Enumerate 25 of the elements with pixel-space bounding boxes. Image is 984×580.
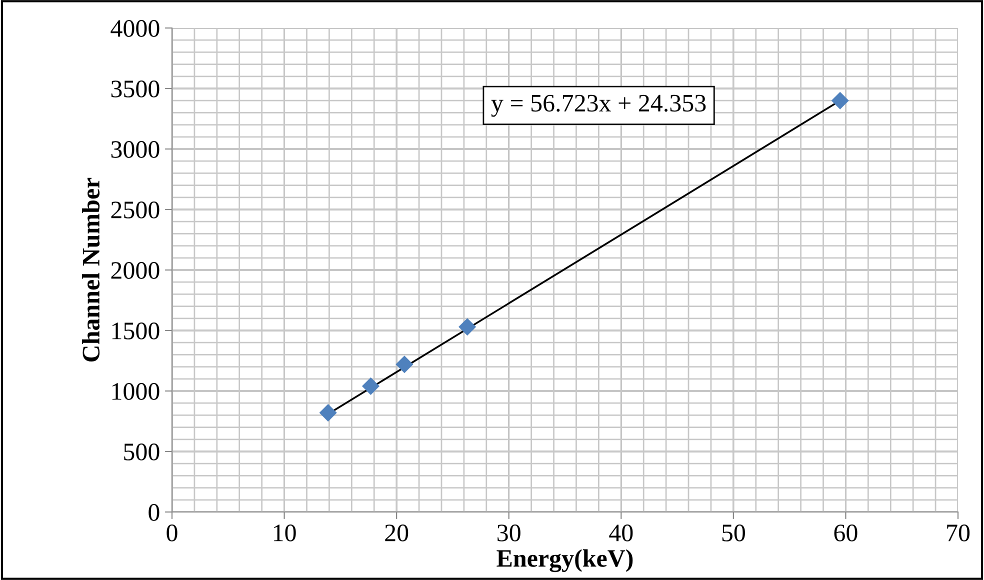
x-tick-label: 30	[498, 524, 520, 542]
point	[396, 356, 414, 374]
x-tick-label: 10	[274, 524, 296, 542]
y-tick-label: 0	[148, 504, 160, 521]
x-tick-label: 20	[385, 524, 408, 542]
y-tick-label: 2500	[111, 202, 160, 218]
y-tick-label: 1000	[112, 383, 160, 400]
x-tick-label: 40	[609, 524, 633, 542]
y-tick-label: 3500	[111, 80, 160, 98]
x-tick-label: 0	[166, 524, 178, 542]
y-axis-title: Channel Number	[82, 178, 100, 362]
point	[319, 404, 337, 422]
y-tick-label: 4000	[110, 20, 160, 37]
y-tick-label: 500	[124, 444, 160, 460]
x-tick-label: 70	[947, 524, 970, 542]
point	[362, 377, 380, 395]
annotation: y = 56.723x + 24.353	[491, 94, 706, 117]
x-tick-label: 50	[722, 524, 745, 542]
x-axis-title: Energy(keV)	[496, 549, 633, 572]
y-tick-label: 2000	[111, 262, 160, 279]
y-tick-label: 1500	[112, 322, 160, 340]
x-tick-label: 60	[834, 524, 858, 542]
point	[458, 318, 476, 336]
point	[831, 92, 849, 110]
y-tick-label: 3000	[111, 141, 160, 158]
